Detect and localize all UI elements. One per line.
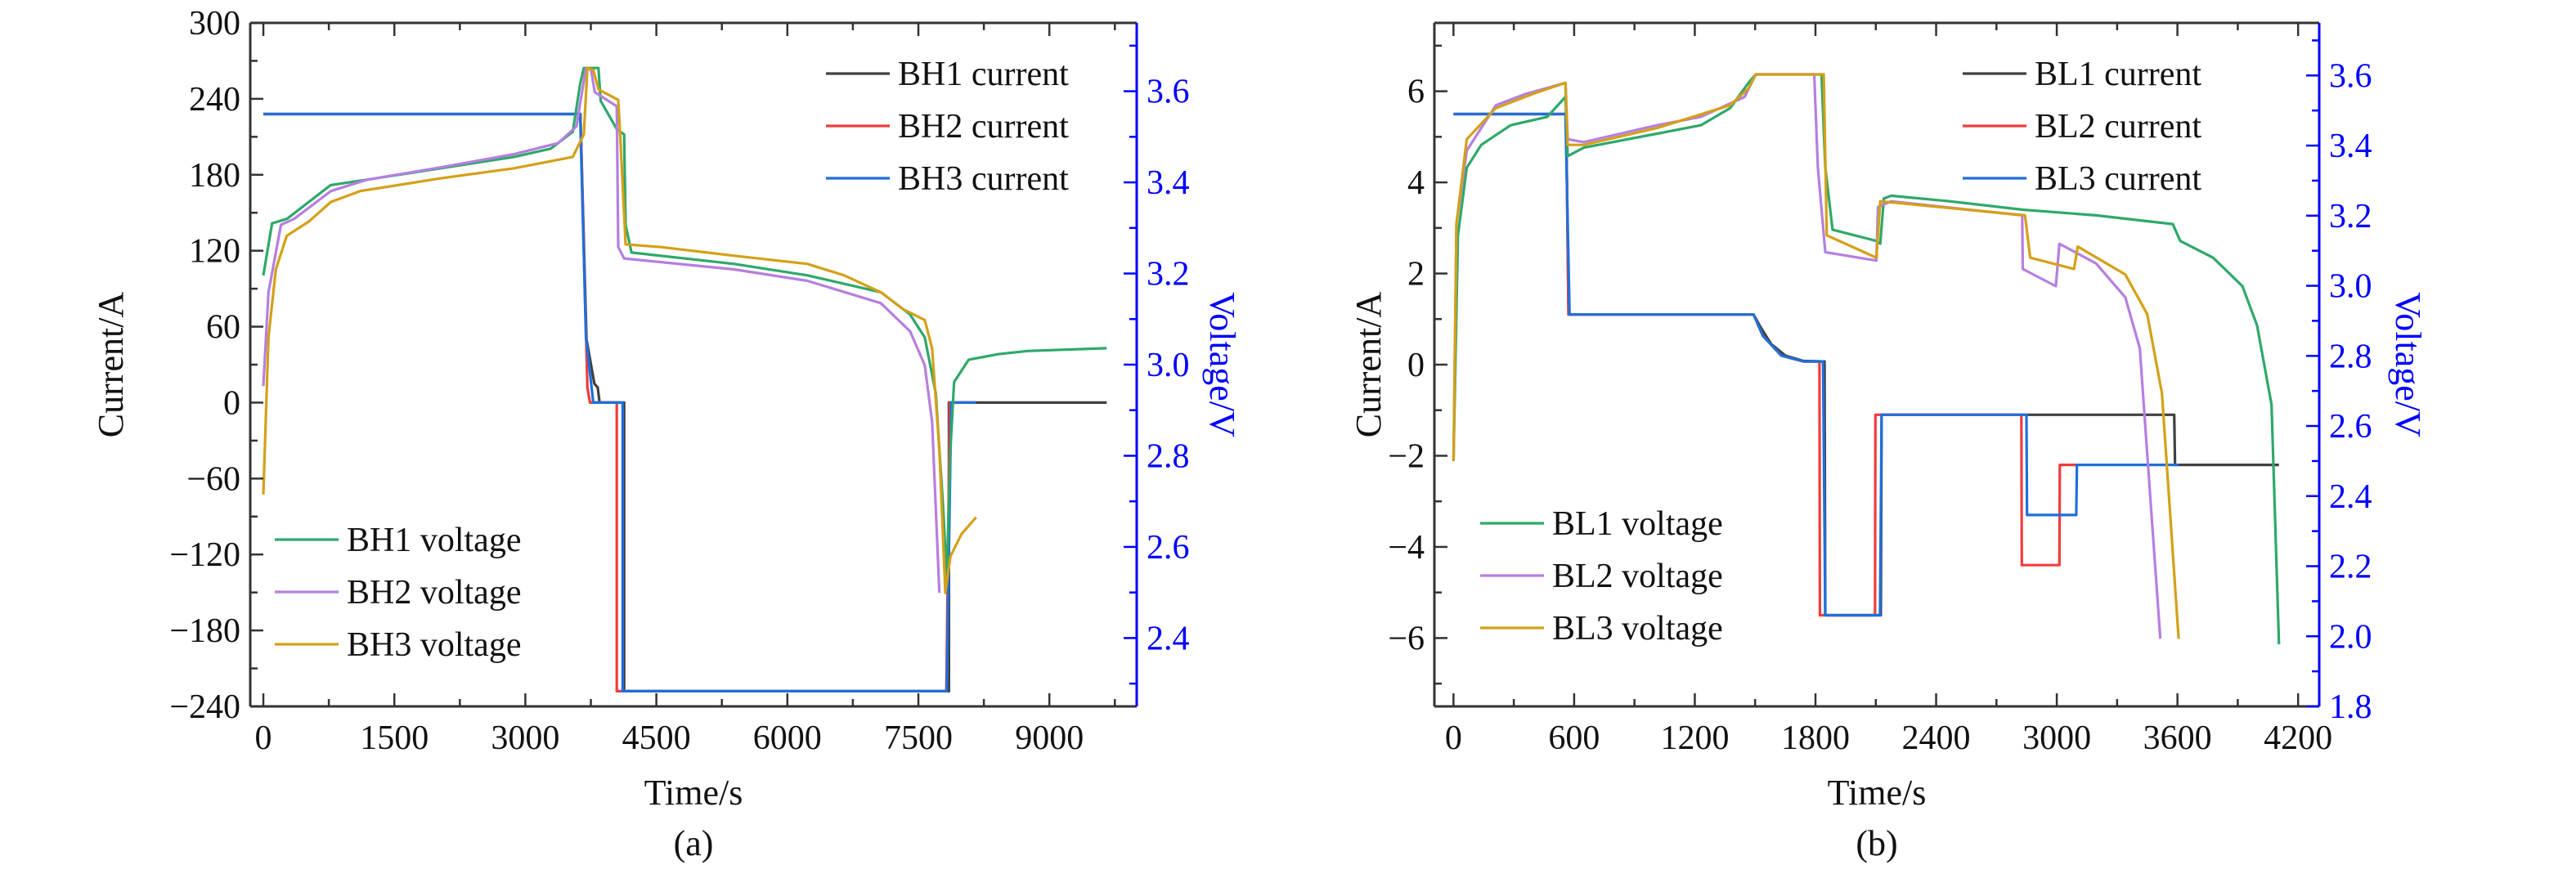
x-tick-label: 9000: [1015, 719, 1084, 757]
x-tick-label: 2400: [1902, 719, 1971, 757]
y-axis-title: Current/A: [1349, 292, 1389, 438]
x-axis-title: Time/s: [644, 773, 743, 813]
y-tick-label: −2: [1388, 437, 1425, 475]
y2-axis-title: Voltage/V: [2388, 292, 2428, 437]
x-tick-label: 1200: [1660, 719, 1729, 757]
voltage-legend: BL1 voltage BL2 voltage BL3 voltage: [1480, 505, 1723, 648]
legend-label: BL2 voltage: [1552, 558, 1723, 595]
y-tick-label: 4: [1407, 164, 1425, 202]
y-tick-label: 60: [206, 309, 240, 347]
y-tick-label: 240: [189, 81, 240, 119]
panel-caption: (a): [674, 823, 714, 863]
y-axis-title: Current/A: [91, 292, 131, 438]
y2-tick-label: 1.8: [2329, 688, 2372, 726]
current-legend: BL1 current BL2 current BL3 current: [1963, 56, 2201, 198]
y2-tick-label: 2.6: [1147, 529, 1190, 567]
legend-label: BH3 voltage: [347, 626, 521, 664]
y2-tick-label: 3.4: [2329, 128, 2372, 165]
legend-label: BH3 current: [898, 160, 1069, 198]
voltage-legend: BH1 voltage BH2 voltage BH3 voltage: [275, 522, 521, 664]
y-tick-label: 0: [1407, 347, 1425, 384]
series-line-bl3-current: [1453, 112, 2179, 617]
y2-tick-label: 2.8: [1147, 437, 1190, 475]
legend-label: BH1 current: [898, 56, 1069, 93]
y-tick-label: −4: [1388, 529, 1425, 567]
series-line-bh2-voltage: [262, 66, 941, 594]
y2-axis-title: Voltage/V: [1202, 292, 1242, 437]
y2-tick-label: 2.0: [2329, 618, 2372, 656]
x-tick-label: 3000: [491, 719, 559, 757]
series-line-bl3-voltage: [1452, 73, 2180, 639]
y-tick-label: −120: [169, 536, 240, 574]
x-axis-title: Time/s: [1828, 773, 1927, 813]
y2-tick-label: 2.4: [2329, 478, 2372, 516]
y-tick-label: −240: [169, 688, 240, 726]
y2-tick-label: 2.4: [1147, 620, 1190, 657]
y2-tick-label: 2.2: [2329, 549, 2372, 586]
y2-tick-label: 2.6: [2329, 408, 2372, 446]
y-tick-label: 180: [189, 157, 240, 195]
y-tick-label: 300: [189, 5, 240, 43]
panel-caption: (b): [1856, 823, 1897, 863]
legend-label: BL3 voltage: [1552, 610, 1723, 648]
x-tick-label: 3000: [2022, 719, 2091, 757]
y2-tick-label: 3.6: [2329, 57, 2372, 95]
legend-label: BH2 current: [898, 108, 1069, 146]
y2-tick-label: 3.0: [2329, 268, 2372, 306]
y2-tick-label: 3.2: [2329, 198, 2372, 235]
legend-label: BH2 voltage: [347, 574, 521, 612]
current-legend: BH1 current BH2 current BH3 current: [826, 56, 1069, 198]
x-tick-label: 600: [1548, 719, 1600, 757]
legend-label: BL2 current: [2035, 108, 2201, 146]
x-tick-label: 6000: [753, 719, 822, 757]
y2-tick-label: 3.6: [1147, 74, 1190, 111]
series-line-bl2-current: [1453, 112, 2077, 617]
legend-label: BH1 voltage: [347, 522, 521, 559]
x-tick-label: 0: [1445, 719, 1462, 757]
y2-tick-label: 3.2: [1147, 256, 1190, 294]
y-tick-label: −6: [1388, 620, 1425, 657]
y2-tick-label: 3.0: [1147, 347, 1190, 384]
legend-label: BL1 current: [2035, 56, 2201, 93]
y-tick-label: −180: [169, 612, 240, 650]
y-tick-label: 2: [1407, 256, 1425, 294]
x-tick-label: 3600: [2143, 719, 2212, 757]
y2-tick-label: 2.8: [2329, 338, 2372, 375]
x-tick-label: 1500: [360, 719, 429, 757]
legend-label: BL3 current: [2035, 160, 2201, 198]
y-tick-label: 6: [1407, 74, 1425, 111]
x-tick-label: 0: [255, 719, 272, 757]
x-tick-label: 4200: [2264, 719, 2332, 757]
chart-a: 0 1500 3000 4500 6000 7500 9000−240−180−120−60…: [91, 5, 1242, 863]
y-tick-label: 0: [223, 384, 240, 422]
y-tick-label: −60: [186, 460, 240, 498]
y2-tick-label: 3.4: [1147, 164, 1190, 202]
x-tick-label: 7500: [884, 719, 953, 757]
legend-label: BL1 voltage: [1552, 505, 1723, 543]
x-tick-label: 1800: [1781, 719, 1850, 757]
x-tick-label: 4500: [622, 719, 691, 757]
series-line-bh3-voltage: [262, 66, 977, 594]
y-tick-label: 120: [189, 233, 240, 271]
chart-b: 0 600 1200 1800 2400 3000 3600 4200 −6 −4 −2 0 2 4 6 1.…: [1349, 21, 2428, 863]
series-line-bl2-voltage: [1452, 73, 2162, 639]
